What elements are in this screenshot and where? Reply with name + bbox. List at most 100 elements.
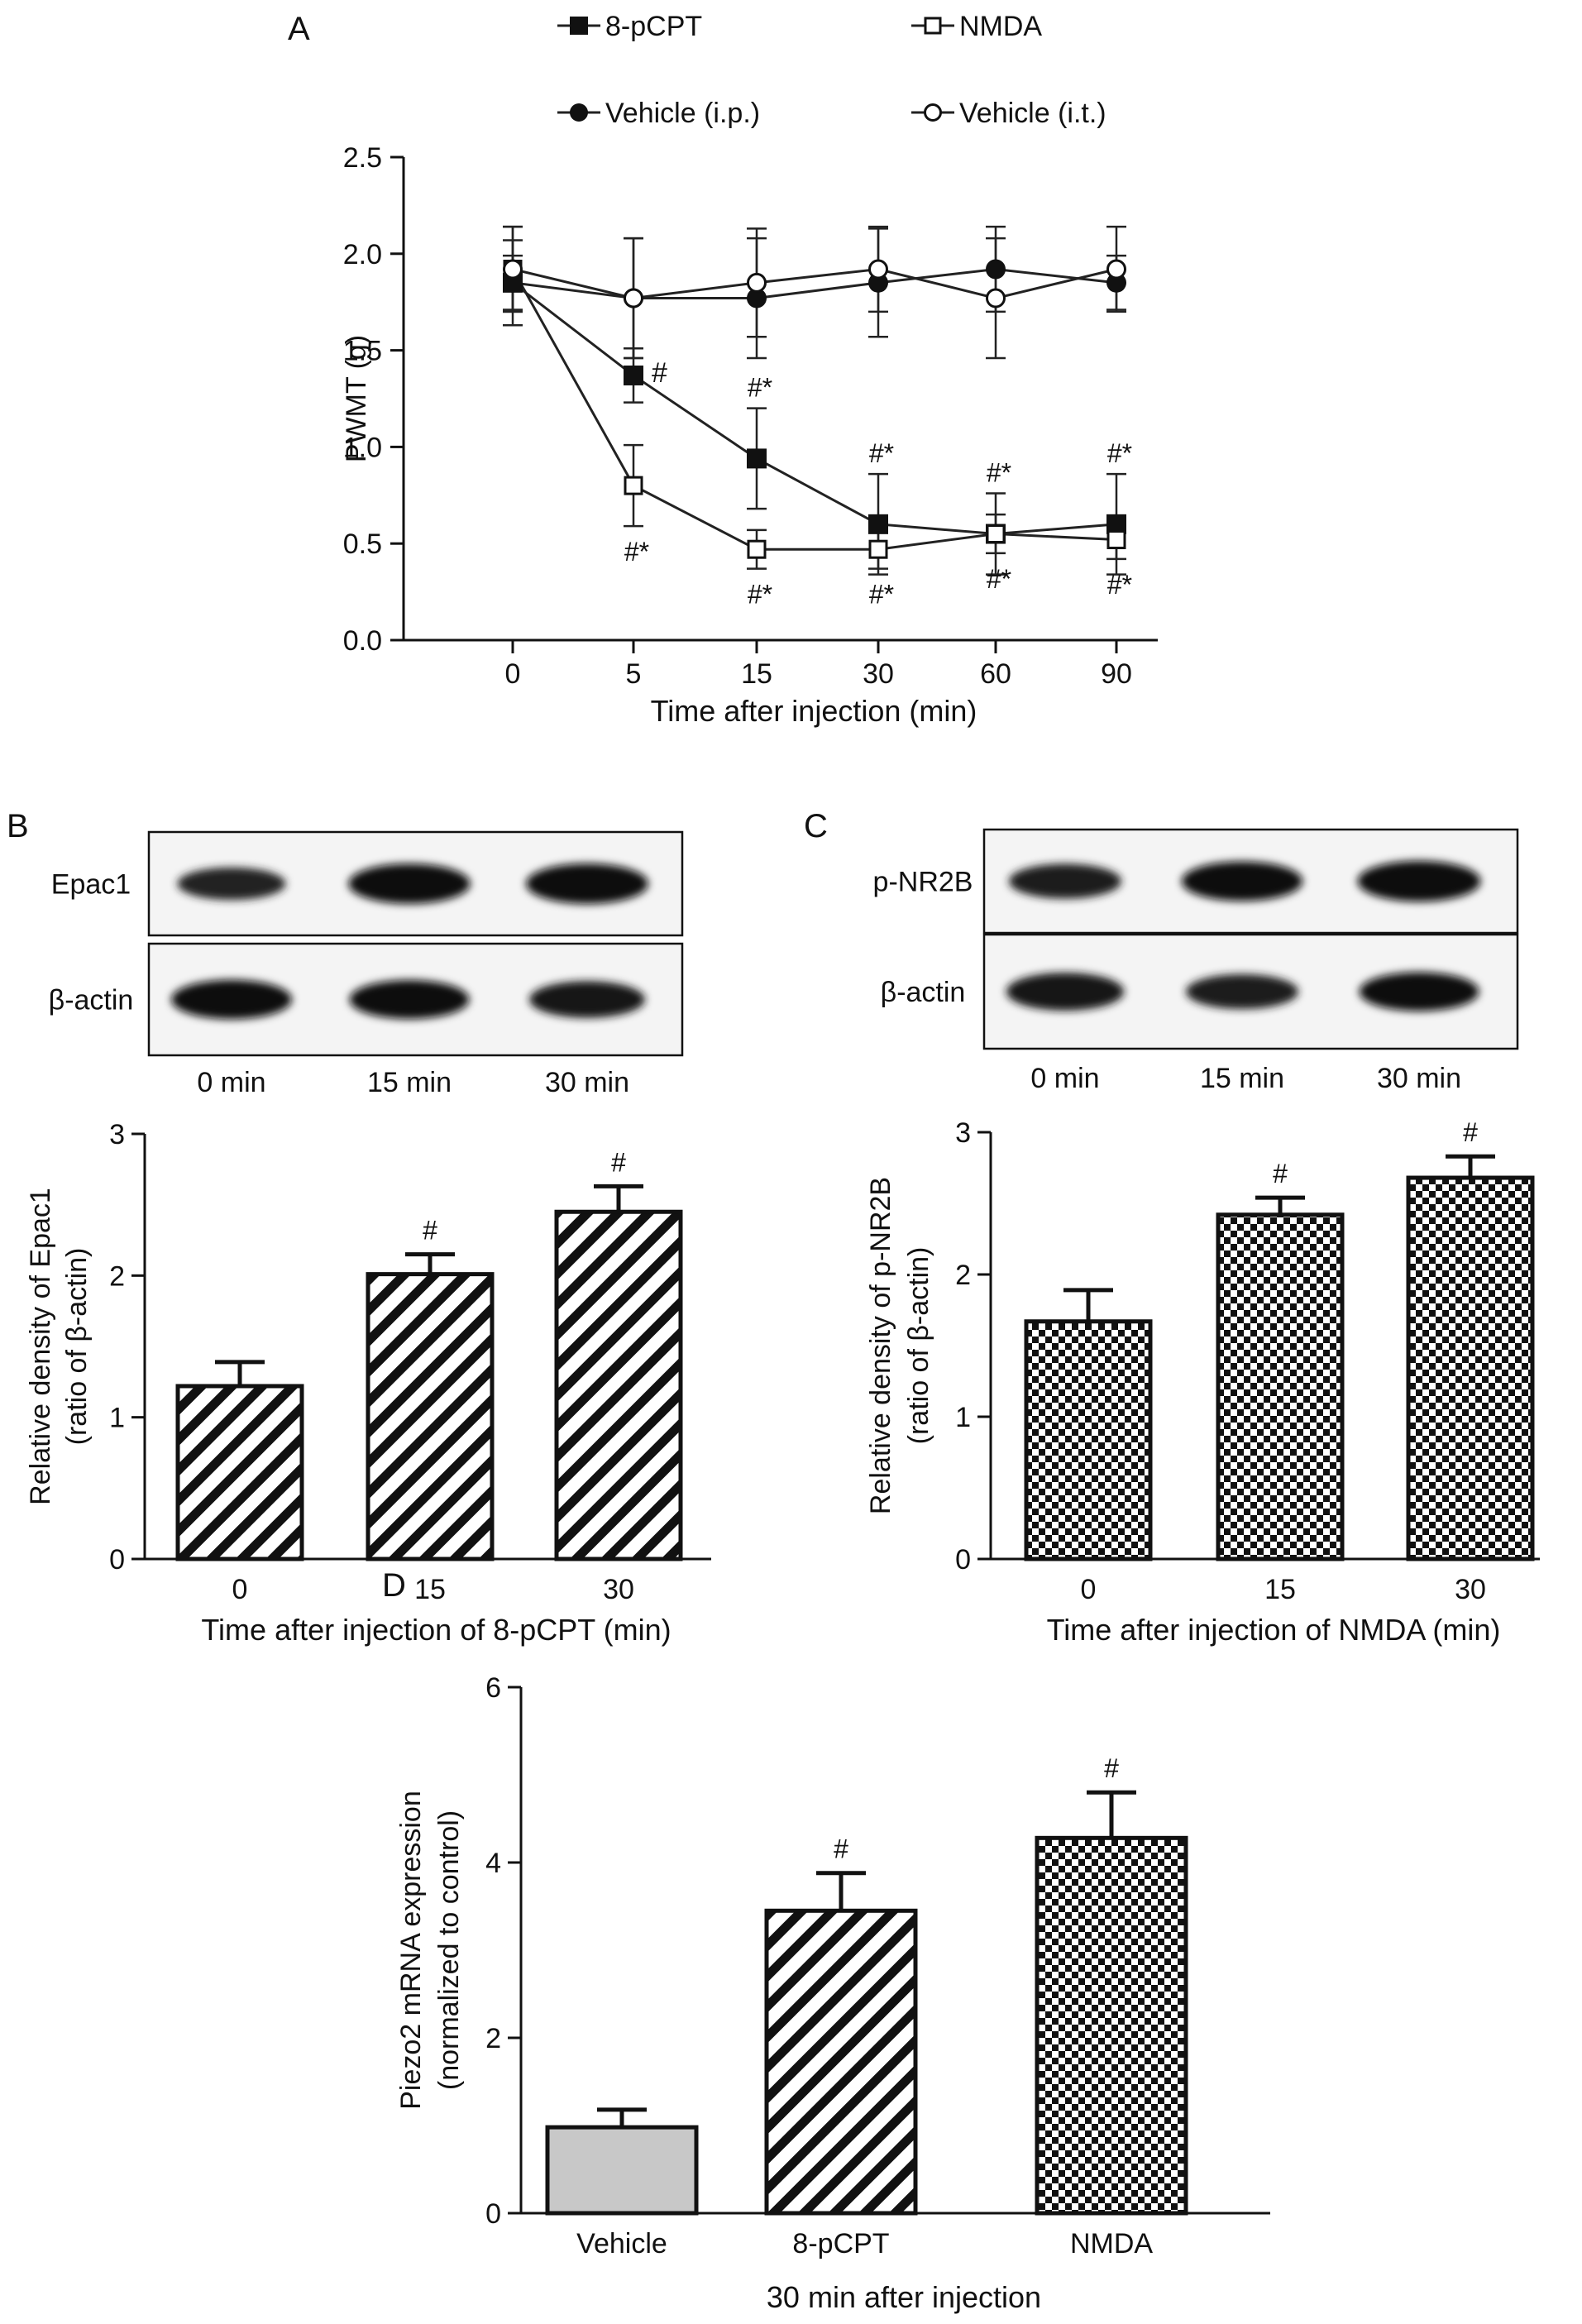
- legend-label: 8-pCPT: [605, 11, 702, 42]
- data-point: [1106, 259, 1126, 280]
- panel-c-y-tick-label: 2: [955, 1260, 971, 1291]
- panel-b-blot-band: [349, 979, 470, 1020]
- y-tick-label: 2.0: [343, 239, 382, 270]
- significance-label: #*: [748, 580, 772, 610]
- y-tick-label: 0.5: [343, 528, 382, 560]
- panel-d-letter: D: [382, 1567, 406, 1604]
- panel-b-significance-label: #: [423, 1216, 437, 1246]
- panel-c-blot-band: [1006, 973, 1125, 1011]
- panel-c-lane-label: 30 min: [1377, 1063, 1461, 1094]
- panel-c-blot-label: p-NR2B: [873, 867, 973, 898]
- panel-c-lane-label: 0 min: [1030, 1063, 1099, 1094]
- data-point: [986, 259, 1006, 280]
- x-tick-label: 0: [505, 658, 521, 690]
- panel-d-y-axis-label: (normalized to control): [433, 1810, 465, 2090]
- panel-d-bar: [1035, 1835, 1188, 2216]
- panel-b-blot-band: [171, 979, 292, 1020]
- significance-label: #*: [1107, 570, 1132, 600]
- panel-b-bar: [366, 1272, 495, 1561]
- panel-a-line-chart: 0.0 0.5 1.0 1.5 2.0 2.5 0 5 15 30 60 90 Time after i…: [341, 11, 1158, 728]
- data-point: [624, 365, 643, 385]
- panel-c-blot-band: [1357, 860, 1481, 902]
- y-tick-label: 1.0: [343, 432, 382, 463]
- panel-b-x-tick-label: 0: [232, 1574, 248, 1605]
- panel-c-y-axis-label: Relative density of p-NR2B: [865, 1177, 896, 1514]
- panel-c-blot-band: [1181, 861, 1303, 901]
- series-vehicle-i-t-: [503, 225, 1126, 360]
- data-point: [986, 524, 1006, 544]
- panel-d-x-tick-label: 8-pCPT: [792, 2228, 889, 2259]
- panel-b-blot-band: [529, 981, 645, 1018]
- panel-d-y-tick-label: 0: [485, 2198, 501, 2230]
- panel-d-y-tick-label: 4: [485, 1848, 501, 1879]
- significance-label: #*: [987, 457, 1011, 487]
- data-point: [747, 288, 767, 308]
- data-point: [570, 17, 588, 35]
- data-point: [570, 103, 588, 122]
- panel-d-x-axis-label: 30 min after injection: [767, 2280, 1041, 2314]
- panel-b-blot-band: [348, 863, 471, 904]
- data-point: [747, 448, 767, 469]
- panel-c-blot-row: p-NR2B: [873, 828, 1519, 935]
- panel-b-x-tick-label: 15: [414, 1574, 446, 1605]
- legend-label: NMDA: [959, 11, 1042, 42]
- panel-c-bar: [1216, 1212, 1345, 1561]
- panel-c-lane-label: 15 min: [1200, 1063, 1284, 1094]
- y-tick-label: 1.5: [343, 336, 382, 367]
- data-point: [624, 476, 643, 495]
- panel-d-bar-chart: 0 2 4 6 Vehicle #8-pCPT # NMDA 30 min after inje…: [395, 1672, 1270, 2314]
- y-axis-label: PWMT (g): [341, 335, 372, 462]
- x-tick-label: 30: [863, 658, 894, 690]
- y-tick-label: 0.0: [343, 625, 382, 657]
- panel-d-y-axis-label: Piezo2 mRNA expression: [395, 1791, 427, 2110]
- series-vehicle-i-p-: [503, 225, 1126, 360]
- significance-label: #*: [748, 373, 772, 403]
- significance-label: #*: [869, 438, 894, 468]
- series-nmda: [503, 225, 1126, 570]
- panel-c-letter: C: [804, 808, 828, 844]
- x-tick-label: 5: [626, 658, 642, 690]
- panel-b-lane-label: 30 min: [545, 1067, 629, 1098]
- panel-c-y-axis-label: (ratio of β-actin): [903, 1247, 934, 1445]
- data-point: [747, 272, 767, 293]
- panel-d-y-tick-label: 2: [485, 2023, 501, 2054]
- panel-c-blot-label: β-actin: [881, 977, 966, 1008]
- panel-c-bar: [1024, 1319, 1153, 1561]
- data-point: [747, 539, 767, 559]
- x-tick-label: 90: [1101, 658, 1132, 690]
- data-point: [924, 17, 942, 35]
- series-line: [512, 281, 1117, 536]
- significance-label: #: [652, 357, 667, 389]
- significance-label: #*: [869, 580, 894, 610]
- panel-b-y-tick-label: 2: [109, 1260, 125, 1292]
- panel-c-significance-label: #: [1273, 1159, 1288, 1188]
- data-point: [986, 288, 1006, 308]
- panel-b-x-tick-label: 30: [603, 1574, 634, 1605]
- panel-b-blot-band: [526, 863, 648, 904]
- panel-a-letter: A: [288, 11, 310, 47]
- panel-c-blot-row: β-actin: [881, 933, 1519, 1050]
- panel-d-bar: [764, 1908, 918, 2216]
- panel-b-bar: [175, 1384, 304, 1561]
- data-point: [868, 259, 888, 280]
- panel-d-x-tick-label: Vehicle: [576, 2228, 667, 2259]
- panel-b-y-tick-label: 1: [109, 1403, 125, 1434]
- panel-b-blot-row: Epac1: [51, 830, 684, 937]
- panel-b-x-axis-label: Time after injection of 8-pCPT (min): [201, 1613, 671, 1647]
- panel-b-y-axis-label: (ratio of β-actin): [61, 1248, 93, 1446]
- x-tick-label: 15: [741, 658, 772, 690]
- x-tick-label: 60: [980, 658, 1011, 690]
- panel-b-lane-label: 15 min: [367, 1067, 452, 1098]
- panel-d-bar: [545, 2125, 699, 2216]
- panel-c-x-tick-label: 15: [1264, 1574, 1296, 1605]
- y-tick-label: 2.5: [343, 142, 382, 174]
- panel-b-letter: B: [7, 808, 29, 844]
- data-point: [1106, 530, 1126, 550]
- panel-b-y-axis-label: Relative density of Epac1: [25, 1188, 56, 1505]
- series-line: [512, 267, 1117, 300]
- panel-b-lane-label: 0 min: [197, 1067, 265, 1098]
- panel-b-blot-label: Epac1: [51, 869, 131, 901]
- data-point: [503, 259, 523, 280]
